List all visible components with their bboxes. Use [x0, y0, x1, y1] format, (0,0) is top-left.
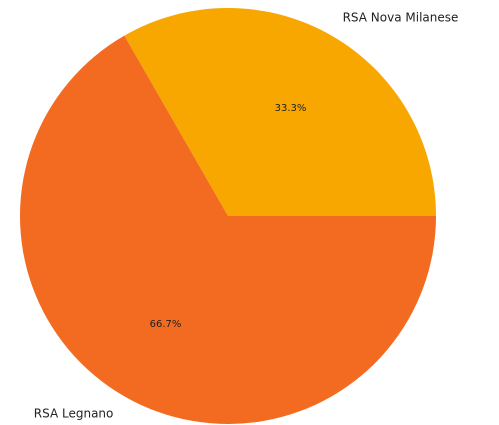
slice-label-rsa-legnano: RSA Legnano — [34, 407, 114, 421]
pie-slices — [20, 8, 437, 425]
pie-slice-rsa-legnano — [20, 35, 437, 425]
slice-label-rsa-nova-milanese: RSA Nova Milanese — [343, 11, 459, 25]
slice-percent-rsa-legnano: 66.7% — [150, 319, 182, 330]
pie-slice-rsa-nova-milanese — [124, 8, 436, 216]
slice-percent-rsa-nova-milanese: 33.3% — [275, 103, 307, 114]
pie-labels: RSA Nova Milanese 33.3% RSA Legnano 66.7% — [34, 11, 459, 421]
